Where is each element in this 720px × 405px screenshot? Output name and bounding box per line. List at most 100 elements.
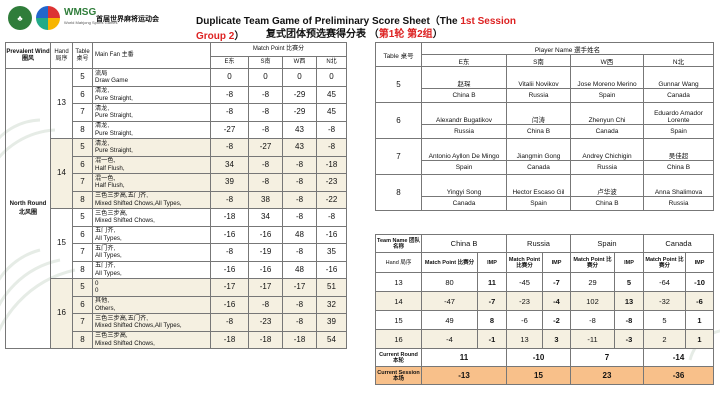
team-match-point: -4 xyxy=(421,329,478,349)
player-row: 7 Antonio Ayllon De Mingo Jiangmin Gong And… xyxy=(375,138,714,175)
team-score-table: Team Name 团队名称 China B Russia Spain Canada … xyxy=(375,234,714,385)
hand-header: Hand 局序 xyxy=(50,42,73,69)
table-number-cell: 5 xyxy=(72,278,93,297)
imp-subheader: IMP xyxy=(614,252,644,273)
table-header: Table 桌号 xyxy=(72,42,93,69)
player-name-cell: 闫涛 xyxy=(506,102,571,125)
team-imp: 5 xyxy=(614,272,644,292)
hand-row: 8 五门齐, All Types, -16 -16 48 -16 xyxy=(6,260,347,279)
team-imp: 13 xyxy=(614,291,644,311)
match-point-cell: 38 xyxy=(248,190,283,209)
player-row: 8 Yingyi Song Hector Escaso Gil 卢华波 Anna Sha… xyxy=(375,174,714,211)
main-fan-cell: 混一色, Half Flush, xyxy=(92,155,211,174)
prevalent-wind-cell: North Round 北风圈 xyxy=(5,68,51,349)
hand-row: 8 清龙, Pure Straight, -27 -8 43 -8 xyxy=(6,120,347,139)
hand-score-table: Prevalent Wind 圈风 Hand 局序 Table 桌号 Main … xyxy=(5,42,347,349)
team-imp: -4 xyxy=(542,291,571,311)
team-imp: -1 xyxy=(477,329,507,349)
match-point-cell: -17 xyxy=(210,278,249,297)
fan-chinese: 清龙, xyxy=(95,139,110,147)
hand-row: 6 混一色, Half Flush, 34 -8 -8 -18 xyxy=(6,155,347,174)
direction-header: E东 xyxy=(210,56,249,69)
page-subtitle: 复式团体预选赛得分表 （第1轮 第2组） xyxy=(266,29,443,40)
player-name-cell: Jose Moreno Merino xyxy=(570,66,644,89)
match-point-cell: -16 xyxy=(248,225,283,244)
hand-row: North Round 北风圈 13 5 流局 Draw Game 0 0 0 0 xyxy=(5,68,347,349)
team-imp: -7 xyxy=(477,291,507,311)
fan-chinese: 其他, xyxy=(95,297,110,305)
fan-english: Pure Straight, xyxy=(95,129,133,137)
current-session-value: 15 xyxy=(506,366,571,385)
player-table-header: Table 桌号 xyxy=(375,42,422,67)
team-match-point: -8 xyxy=(570,310,615,330)
hand-row: 7 三色三步高,五门齐, Mixed Shifted Chows,All Types… xyxy=(6,313,347,332)
main-fan-cell: 三色三步高,五门齐, Mixed Shifted Chows,All Types, xyxy=(92,190,211,209)
match-point-cell: 45 xyxy=(316,103,347,122)
current-round-value: -14 xyxy=(643,348,714,367)
table-number-cell: 7 xyxy=(72,243,93,262)
team-match-point: -45 xyxy=(506,272,543,292)
team-imp: 1 xyxy=(685,329,714,349)
match-point-cell: -8 xyxy=(210,243,249,262)
main-fan-cell: 三色三步高,五门齐, Mixed Shifted Chows,All Types, xyxy=(92,313,211,332)
match-point-cell: -22 xyxy=(316,190,347,209)
main-fan-cell: 流局 Draw Game xyxy=(92,68,211,87)
fan-english: Pure Straight, xyxy=(95,94,133,102)
current-round-value: 7 xyxy=(570,348,644,367)
match-point-cell: -23 xyxy=(316,173,347,192)
fan-english: Others, xyxy=(95,304,116,312)
match-point-cell: -18 xyxy=(316,155,347,174)
fan-chinese: 五门齐, xyxy=(95,262,116,270)
player-country-cell: Russia xyxy=(570,160,644,175)
player-name-cell: Jiangmin Gong xyxy=(506,138,571,161)
current-session-label: Current Session 本场 xyxy=(375,366,422,385)
match-point-cell: -16 xyxy=(210,295,249,314)
match-point-cell: 54 xyxy=(316,330,347,349)
fan-chinese: 混一色, xyxy=(95,174,116,182)
match-point-cell: -8 xyxy=(316,120,347,139)
team-match-point: 49 xyxy=(421,310,478,330)
team-imp: 11 xyxy=(477,272,507,292)
table-number-cell: 8 xyxy=(72,330,93,349)
hand-row: 7 五门齐, All Types, -8 -19 -8 35 xyxy=(6,243,347,262)
player-name-cell: 卢华波 xyxy=(570,174,644,197)
team-hand-row: 15 49 8 -6 -2 -8 -8 5 1 xyxy=(375,310,714,330)
team-match-point: -23 xyxy=(506,291,543,311)
match-point-cell: -8 xyxy=(210,190,249,209)
match-point-cell: -19 xyxy=(248,243,283,262)
player-direction-header: N北 xyxy=(643,54,714,67)
team-hand-row: 14 -47 -7 -23 -4 102 13 -32 -6 xyxy=(375,291,714,311)
hand-row: 7 混一色, Half Flush, 39 -8 -8 -23 xyxy=(6,173,347,192)
team-imp: -3 xyxy=(614,329,644,349)
team-match-point: 29 xyxy=(570,272,615,292)
current-session-row: Current Session 本场 -13 15 23 -36 xyxy=(375,366,714,385)
direction-header: S南 xyxy=(248,56,283,69)
player-row: 6 Alexandr Bugatikov 闫涛 Zhenyun Chi Eduardo … xyxy=(375,102,714,139)
fan-english: Half Flush, xyxy=(95,182,125,190)
team-imp: -2 xyxy=(542,310,571,330)
player-country-cell: Canada xyxy=(421,196,507,211)
main-fan-cell: 三色三步高, Mixed Shifted Chows, xyxy=(92,208,211,227)
fan-english: All Types, xyxy=(95,234,122,242)
player-country-cell: Canada xyxy=(570,124,644,139)
main-fan-cell: 清龙, Pure Straight, xyxy=(92,103,211,122)
team-match-point: 13 xyxy=(506,329,543,349)
match-point-cell: 0 xyxy=(282,68,317,87)
player-name-cell: Vitalii Novikov xyxy=(506,66,571,89)
fan-english: 0 xyxy=(95,287,99,295)
match-point-cell: -8 xyxy=(210,138,249,157)
match-point-cell: -8 xyxy=(248,295,283,314)
player-country-cell: Spain xyxy=(421,160,507,175)
hand-row: 8 三色三步高, Mixed Shifted Chows, -18 -18 -18 54 xyxy=(6,330,347,349)
team-imp: 8 xyxy=(477,310,507,330)
match-point-cell: 45 xyxy=(316,85,347,104)
player-table-number: 8 xyxy=(375,174,422,211)
player-country-row: China B Russia Spain Canada xyxy=(376,88,714,103)
match-point-cell: 35 xyxy=(316,243,347,262)
table-number-cell: 6 xyxy=(72,225,93,244)
current-round-label: Current Round 本轮 xyxy=(375,348,422,367)
player-direction-header: W西 xyxy=(570,54,644,67)
team-hand-header: Hand 局序 xyxy=(375,252,422,273)
hand-number-cell: 16 xyxy=(50,278,73,349)
match-point-cell: -16 xyxy=(248,260,283,279)
